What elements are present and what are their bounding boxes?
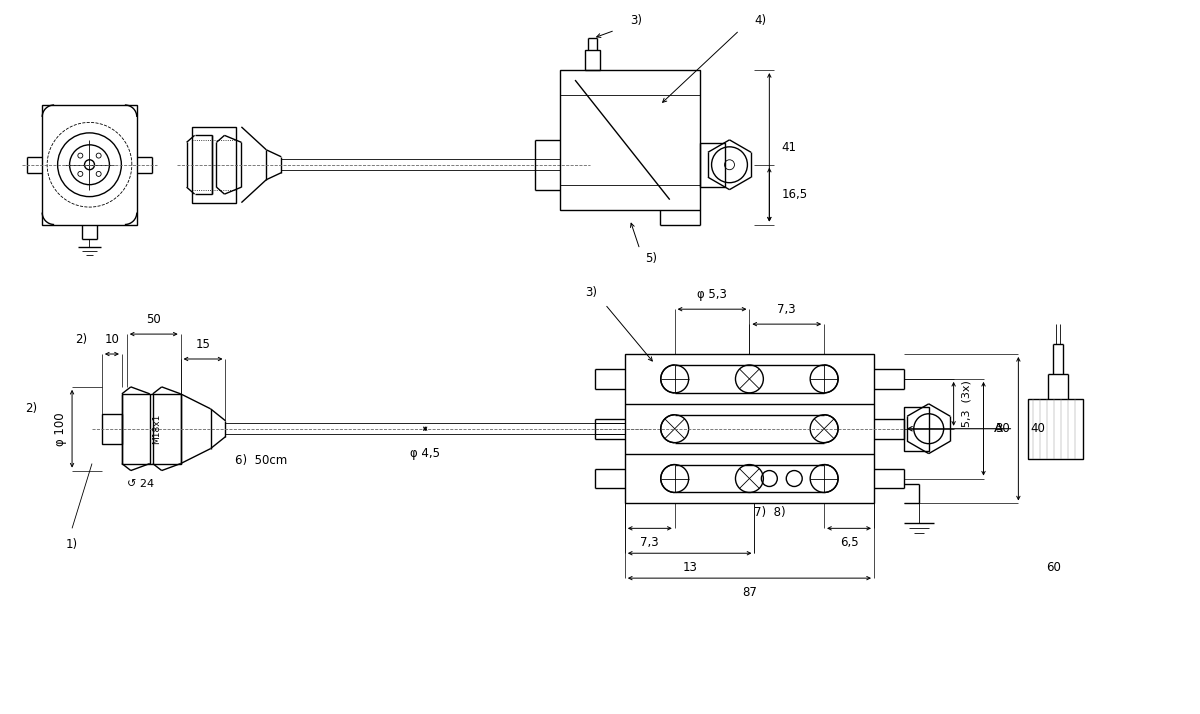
Text: 87: 87	[742, 586, 757, 599]
Text: 10: 10	[104, 333, 119, 346]
Bar	[122, 394, 181, 463]
Text: 7,3: 7,3	[778, 303, 796, 316]
Bar	[700, 143, 725, 186]
Text: 7)  8): 7) 8)	[754, 506, 785, 519]
Text: M18x1: M18x1	[151, 413, 161, 444]
Text: 50: 50	[146, 313, 161, 326]
Text: 7,3: 7,3	[641, 536, 659, 549]
Text: 3): 3)	[630, 14, 642, 27]
Bar	[192, 127, 236, 203]
Text: 40: 40	[1031, 422, 1045, 436]
Text: φ 100: φ 100	[54, 412, 67, 446]
Bar	[1028, 399, 1084, 458]
Bar	[904, 407, 929, 451]
Text: 5,3  (3x): 5,3 (3x)	[961, 381, 972, 427]
Text: 5): 5)	[644, 253, 656, 266]
Text: 6,5: 6,5	[840, 536, 858, 549]
Bar	[586, 50, 600, 70]
Text: A: A	[995, 422, 1003, 436]
Text: φ 4,5: φ 4,5	[410, 447, 440, 460]
Text: 15: 15	[196, 338, 210, 351]
Bar	[42, 105, 137, 224]
Text: 30: 30	[996, 422, 1010, 436]
Text: 3): 3)	[586, 286, 598, 299]
Bar	[560, 70, 700, 210]
Text: 1): 1)	[66, 538, 78, 551]
Bar	[102, 414, 122, 443]
Text: ↺ 24: ↺ 24	[127, 478, 155, 488]
Text: 6)  50cm: 6) 50cm	[235, 453, 288, 467]
Text: φ 5,3: φ 5,3	[697, 288, 727, 301]
Bar	[625, 354, 874, 503]
Text: 13: 13	[683, 561, 697, 574]
Text: 2): 2)	[25, 402, 37, 416]
Text: 4): 4)	[755, 14, 767, 27]
Text: 2): 2)	[74, 333, 88, 346]
Text: 16,5: 16,5	[781, 188, 808, 201]
Text: 41: 41	[781, 141, 797, 154]
Text: 60: 60	[1045, 561, 1061, 574]
